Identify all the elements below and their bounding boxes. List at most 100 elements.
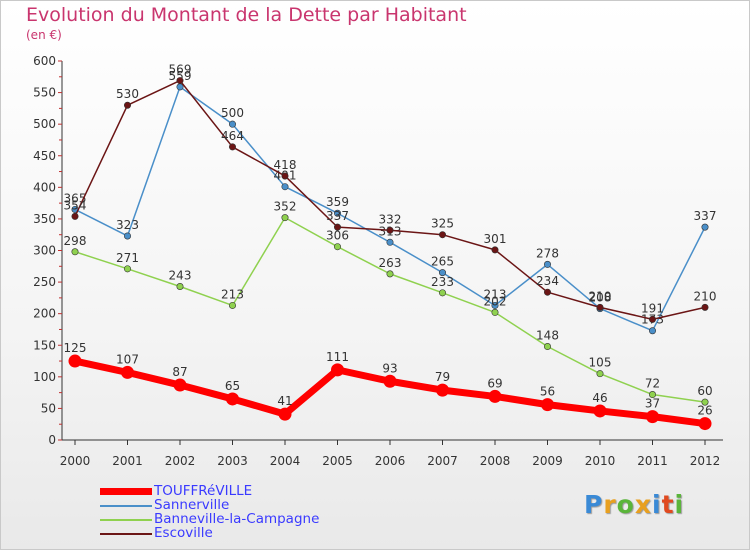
data-point (281, 172, 289, 180)
data-label: 265 (431, 255, 454, 269)
data-point (281, 214, 289, 222)
data-point (436, 383, 449, 397)
data-point (386, 226, 394, 234)
data-point (648, 315, 656, 323)
legend-swatch-sannerville (100, 505, 152, 507)
data-point (68, 354, 82, 368)
data-point (124, 101, 132, 109)
data-label: 41 (277, 394, 292, 408)
logo-letter: x (634, 490, 652, 519)
data-point (648, 391, 656, 399)
logo-letter: t (661, 490, 675, 519)
data-label: 325 (431, 217, 454, 231)
data-point (541, 398, 554, 412)
legend-label-escoville: Escoville (154, 525, 213, 541)
data-point (543, 260, 551, 268)
data-point (596, 303, 604, 311)
legend-item-escoville: Escoville (100, 526, 400, 540)
y-tick-label: 600 (33, 54, 56, 68)
data-label: 271 (116, 251, 139, 265)
data-label: 332 (379, 212, 402, 226)
data-label: 213 (221, 287, 244, 301)
data-label: 87 (172, 365, 187, 379)
data-point (333, 223, 341, 231)
data-label: 125 (64, 341, 87, 355)
legend-item-sannerville: Sannerville (100, 498, 400, 512)
data-label: 26 (697, 404, 712, 418)
data-point (386, 270, 394, 278)
logo-letter: o (616, 490, 635, 519)
data-label: 56 (540, 385, 555, 399)
data-label: 208 (589, 291, 612, 305)
data-point (543, 288, 551, 296)
y-tick-label: 350 (33, 212, 56, 226)
y-tick-label: 450 (33, 149, 56, 163)
data-label: 365 (64, 191, 87, 205)
data-label: 278 (536, 246, 559, 260)
y-tick-label: 0 (48, 433, 56, 447)
data-label: 530 (116, 87, 139, 101)
x-tick-label: 2010 (585, 454, 616, 468)
data-point (124, 232, 132, 240)
data-point (488, 389, 502, 403)
data-label: 72 (645, 377, 660, 391)
data-point (121, 365, 134, 379)
data-label: 111 (326, 350, 349, 364)
data-point (229, 143, 237, 151)
x-tick-label: 2009 (532, 454, 563, 468)
data-label: 105 (589, 356, 612, 370)
legend-swatch-escoville (100, 533, 152, 535)
data-label: 60 (697, 384, 712, 398)
data-label: 306 (326, 229, 349, 243)
data-point (701, 398, 709, 406)
legend-label-sannerville: Sannerville (154, 497, 230, 513)
data-point (71, 212, 79, 220)
data-point (333, 243, 341, 251)
data-label: 37 (645, 397, 660, 411)
data-label: 559 (169, 69, 192, 83)
data-label: 500 (221, 106, 244, 120)
legend-swatch-banneville (100, 519, 152, 521)
x-tick-label: 2003 (217, 454, 248, 468)
data-point (701, 303, 709, 311)
data-point (701, 223, 709, 231)
data-label: 93 (382, 361, 397, 375)
x-tick-label: 2012 (690, 454, 721, 468)
y-tick-label: 550 (33, 86, 56, 100)
data-label: 323 (116, 218, 139, 232)
data-label: 234 (536, 274, 559, 288)
y-tick-label: 400 (33, 180, 56, 194)
chart-title: Evolution du Montant de la Dette par Hab… (26, 4, 467, 26)
data-label: 337 (326, 209, 349, 223)
data-point (491, 308, 499, 316)
logo-letter: r (603, 490, 617, 519)
x-tick-label: 2005 (322, 454, 353, 468)
data-label: 107 (116, 352, 139, 366)
data-point (124, 265, 132, 273)
data-label: 148 (536, 329, 559, 343)
data-point (438, 269, 446, 277)
legend-label-banneville: Banneville-la-Campagne (154, 511, 320, 527)
x-tick-label: 2000 (60, 454, 91, 468)
legend-item-touffreville: TOUFFRéVILLE (100, 484, 400, 498)
data-point (383, 374, 397, 388)
y-tick-label: 150 (33, 338, 56, 352)
data-label: 569 (169, 63, 192, 77)
logo-letter: P (584, 490, 604, 519)
x-tick-label: 2004 (270, 454, 301, 468)
y-tick-label: 250 (33, 275, 56, 289)
data-label: 65 (225, 379, 240, 393)
data-label: 359 (326, 195, 349, 209)
data-label: 213 (484, 287, 507, 301)
data-point (229, 120, 237, 128)
y-tick-label: 50 (41, 401, 56, 415)
data-point (438, 231, 446, 239)
data-point (491, 301, 499, 309)
data-point (176, 283, 184, 291)
data-label: 352 (274, 200, 297, 214)
data-point (229, 301, 237, 309)
data-point (386, 238, 394, 246)
data-label: 210 (694, 289, 717, 303)
